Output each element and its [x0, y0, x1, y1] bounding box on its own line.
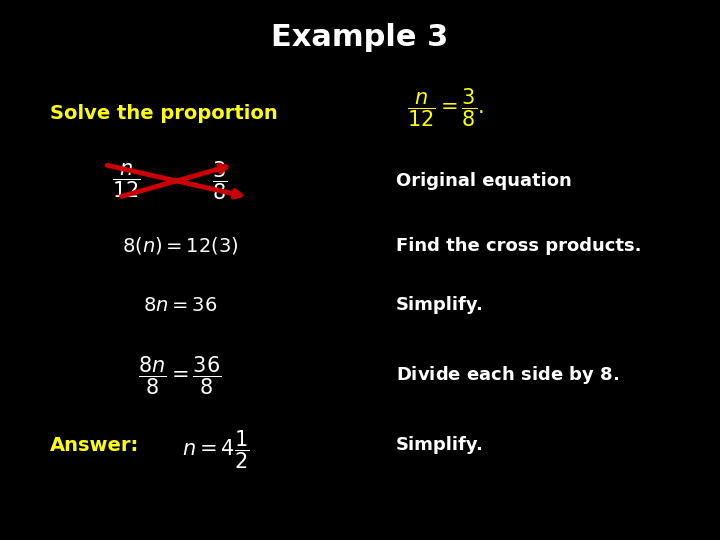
Text: Answer:: Answer:: [50, 436, 140, 455]
Text: Solve the proportion: Solve the proportion: [50, 104, 278, 123]
Text: Divide each side by $\mathbf{8}$.: Divide each side by $\mathbf{8}$.: [396, 364, 619, 386]
Text: $8(n)=12(3)$: $8(n)=12(3)$: [122, 235, 238, 256]
Text: $8n=36$: $8n=36$: [143, 295, 217, 315]
Text: Original equation: Original equation: [396, 172, 572, 190]
Text: Simplify.: Simplify.: [396, 436, 484, 455]
Text: $\dfrac{8n}{8}=\dfrac{36}{8}$: $\dfrac{8n}{8}=\dfrac{36}{8}$: [138, 354, 222, 396]
Text: $n=4\dfrac{1}{2}$: $n=4\dfrac{1}{2}$: [182, 428, 250, 470]
Text: Find the cross products.: Find the cross products.: [396, 237, 642, 255]
Text: Simplify.: Simplify.: [396, 296, 484, 314]
Text: Example 3: Example 3: [271, 23, 449, 52]
Text: $\dfrac{n}{12}$: $\dfrac{n}{12}$: [112, 161, 140, 200]
Text: $\dfrac{n}{12}=\dfrac{3}{8}.$: $\dfrac{n}{12}=\dfrac{3}{8}.$: [407, 87, 484, 129]
Text: $\dfrac{3}{8}$: $\dfrac{3}{8}$: [212, 160, 228, 202]
